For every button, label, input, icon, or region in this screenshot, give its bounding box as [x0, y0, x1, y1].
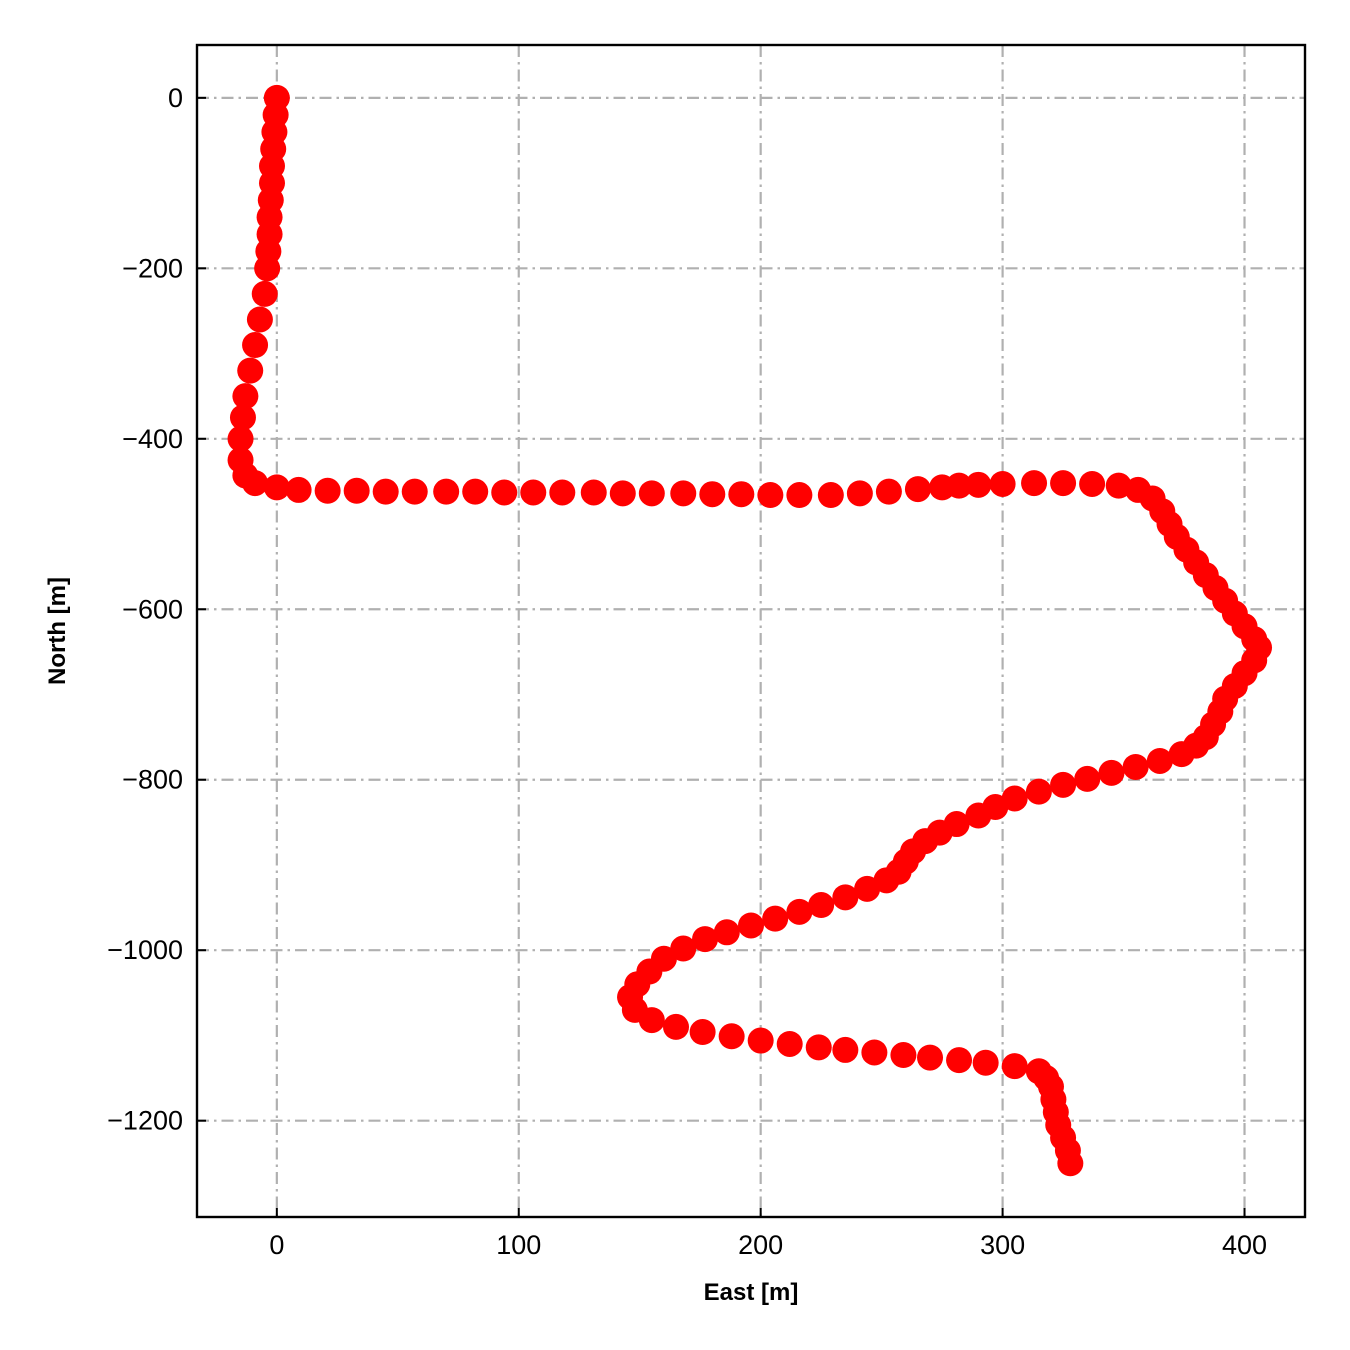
x-tick-label: 200: [738, 1230, 783, 1260]
data-point: [832, 1036, 859, 1063]
data-point: [689, 1019, 716, 1046]
data-point: [1050, 771, 1077, 798]
y-axis-title: North [m]: [44, 577, 71, 685]
data-point: [1098, 759, 1125, 786]
data-point: [699, 481, 726, 508]
x-tick-label: 400: [1222, 1230, 1267, 1260]
data-point: [229, 404, 256, 431]
data-point: [663, 1013, 690, 1040]
x-tick-label: 0: [269, 1230, 284, 1260]
data-point: [549, 479, 576, 506]
data-point: [713, 919, 740, 946]
y-tick-label: −200: [122, 253, 183, 283]
y-tick-label: 0: [168, 83, 183, 113]
data-point: [808, 892, 835, 919]
tick-labels: 0 100 200 300 400 0 −200 −400 −600 −800 −1000 −1200: [107, 83, 1267, 1260]
data-point: [1105, 472, 1132, 499]
data-point: [738, 912, 764, 939]
y-tick-label: −1000: [107, 935, 183, 965]
data-point: [718, 1023, 745, 1050]
data-point: [1122, 753, 1149, 780]
data-point: [520, 479, 547, 506]
plot-frame: [195, 43, 1307, 1219]
x-tick-label: 100: [496, 1230, 541, 1260]
data-point: [372, 478, 399, 505]
data-point: [242, 470, 269, 497]
data-point: [728, 481, 755, 508]
data-point: [757, 482, 784, 509]
data-point: [917, 1044, 944, 1071]
data-point: [875, 478, 902, 505]
data-point: [246, 306, 273, 333]
data-point: [401, 478, 428, 505]
data-point: [989, 470, 1016, 497]
data-point: [972, 1049, 999, 1076]
data-point: [762, 905, 789, 932]
data-point: [817, 482, 844, 509]
data-point: [232, 383, 259, 410]
data-point: [1001, 785, 1028, 812]
data-point: [1168, 741, 1195, 768]
data-point: [786, 482, 813, 509]
data-point: [965, 471, 992, 498]
data-point: [1146, 747, 1173, 774]
data-point: [242, 332, 269, 359]
data-point: [946, 472, 973, 499]
data-point: [670, 935, 697, 962]
data-point: [747, 1027, 774, 1054]
data-point: [254, 255, 281, 282]
data-point: [1021, 470, 1048, 497]
data-point: [251, 280, 278, 307]
data-point: [580, 479, 607, 506]
data-point: [1057, 1150, 1084, 1177]
data-point: [946, 1047, 973, 1074]
data-point: [237, 357, 264, 384]
data-point: [227, 425, 254, 452]
data-point: [314, 477, 341, 504]
data-point: [890, 1042, 917, 1069]
data-point: [609, 480, 636, 507]
data-point: [1050, 470, 1077, 497]
data-point: [1001, 1053, 1028, 1080]
y-tick-label: −800: [122, 765, 183, 795]
data-point: [263, 474, 290, 501]
data-point: [832, 884, 859, 911]
x-tick-label: 300: [980, 1230, 1025, 1260]
axis-ticks: [197, 96, 1246, 1217]
data-point: [638, 480, 665, 507]
data-points: [227, 84, 1273, 1177]
x-axis-title: East [m]: [704, 1279, 799, 1306]
data-point: [846, 480, 873, 507]
data-point: [776, 1030, 803, 1057]
data-point: [433, 478, 460, 505]
data-point: [873, 867, 900, 894]
data-point: [1074, 765, 1101, 792]
data-point: [786, 898, 813, 925]
data-point: [670, 480, 697, 507]
y-tick-label: −1200: [107, 1106, 183, 1136]
data-point: [861, 1039, 888, 1066]
data-point: [692, 926, 719, 953]
data-point: [491, 479, 518, 506]
data-point: [285, 476, 312, 503]
data-point: [1079, 470, 1106, 497]
data-point: [805, 1034, 832, 1061]
data-point: [1025, 778, 1052, 805]
data-point: [343, 477, 370, 504]
data-point: [854, 875, 881, 902]
data-point: [965, 802, 992, 829]
data-point: [904, 476, 931, 503]
data-point: [638, 1007, 665, 1034]
y-tick-label: −600: [122, 594, 183, 624]
data-point: [462, 478, 489, 505]
y-tick-label: −400: [122, 424, 183, 454]
